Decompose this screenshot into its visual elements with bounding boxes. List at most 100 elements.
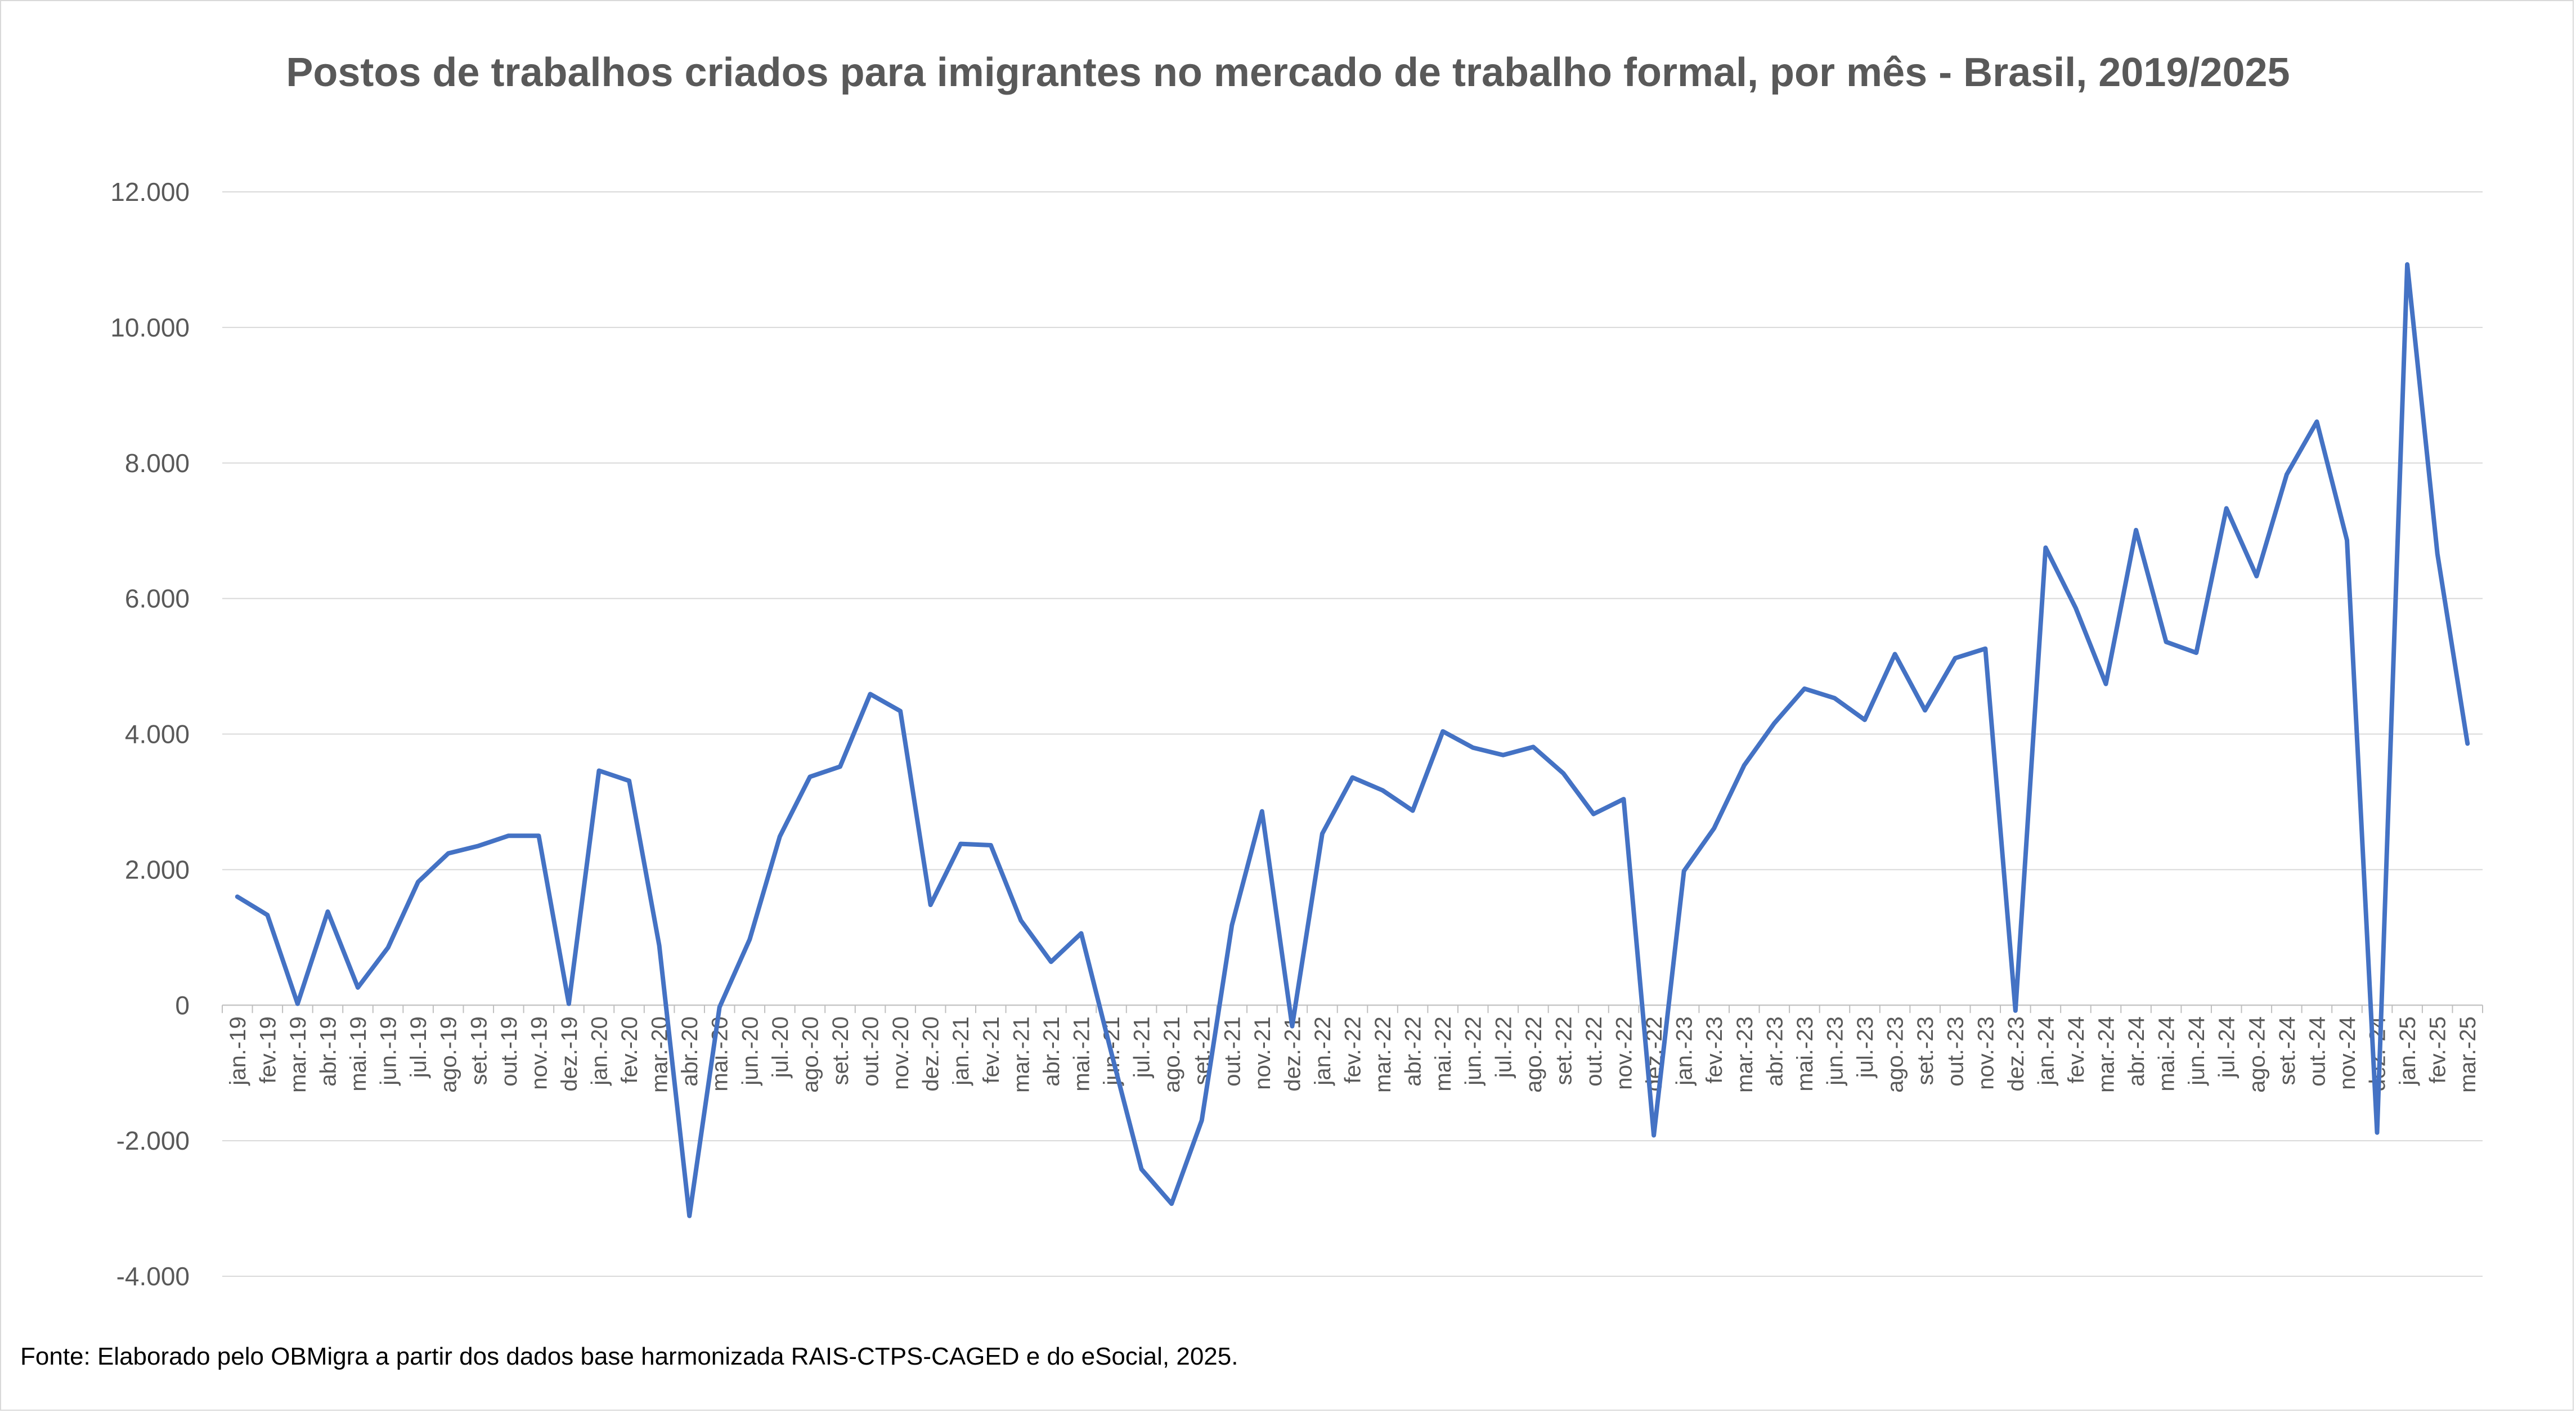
x-tick-label: nov.-21 bbox=[1250, 1016, 1275, 1089]
data-point bbox=[1895, 653, 1896, 654]
data-point bbox=[1291, 1026, 1293, 1027]
data-point bbox=[689, 1215, 690, 1217]
x-tick-label: ago.-21 bbox=[1160, 1016, 1184, 1093]
x-tick-label: mar.-22 bbox=[1371, 1016, 1395, 1093]
x-tick-label: jul.-20 bbox=[768, 1016, 793, 1078]
data-point bbox=[1985, 648, 1986, 649]
data-point bbox=[1955, 658, 1956, 659]
x-tick-label: set.-22 bbox=[1551, 1016, 1576, 1085]
data-point bbox=[1352, 777, 1353, 778]
y-tick-label: -4.000 bbox=[116, 1262, 190, 1291]
data-point bbox=[1774, 723, 1775, 724]
x-tick-label: out.-19 bbox=[497, 1016, 522, 1087]
data-point bbox=[1051, 961, 1052, 962]
x-axis bbox=[222, 1004, 2483, 1013]
data-point bbox=[990, 845, 991, 846]
x-tick-label: set.-19 bbox=[466, 1016, 491, 1085]
series-layer bbox=[235, 262, 2470, 1218]
x-tick-label: set.-24 bbox=[2275, 1016, 2300, 1085]
x-tick-label: jun.-22 bbox=[1461, 1016, 1486, 1085]
x-tick-label: ago.-19 bbox=[437, 1016, 461, 1093]
data-point bbox=[1080, 933, 1081, 934]
x-tick-label: jan.-19 bbox=[226, 1016, 250, 1085]
data-point bbox=[2407, 264, 2408, 265]
x-tick-label: mai.-21 bbox=[1069, 1016, 1094, 1091]
data-point bbox=[297, 1003, 298, 1004]
y-tick-label: 10.000 bbox=[110, 313, 190, 342]
x-tick-label: jun.-19 bbox=[376, 1016, 401, 1085]
x-tick-label: fev.-25 bbox=[2426, 1016, 2451, 1083]
data-point bbox=[1502, 755, 1504, 756]
data-point bbox=[2196, 652, 2197, 653]
x-tick-label: out.-22 bbox=[1582, 1016, 1606, 1087]
data-point bbox=[719, 1007, 720, 1008]
x-tick-label: abr.-19 bbox=[316, 1016, 340, 1087]
data-point bbox=[1322, 833, 1323, 835]
x-tick-label: abr.-24 bbox=[2124, 1016, 2149, 1087]
data-point bbox=[900, 711, 901, 712]
data-point bbox=[1804, 688, 1805, 689]
x-tick-label: fev.-21 bbox=[979, 1016, 1004, 1083]
x-tick-label: out.-20 bbox=[859, 1016, 883, 1087]
data-point bbox=[448, 853, 449, 854]
x-tick-label: ago.-22 bbox=[1522, 1016, 1546, 1093]
data-point bbox=[267, 914, 268, 916]
x-tick-label: ago.-23 bbox=[1883, 1016, 1908, 1093]
data-point bbox=[2045, 547, 2046, 548]
data-point bbox=[237, 896, 238, 898]
data-point bbox=[1262, 811, 1263, 812]
x-tick-label: dez.-20 bbox=[919, 1016, 944, 1091]
x-tick-label: mar.-21 bbox=[1009, 1016, 1034, 1093]
data-point bbox=[1382, 790, 1383, 791]
x-tick-label: dez.-19 bbox=[557, 1016, 582, 1091]
data-point bbox=[2015, 1010, 2016, 1011]
x-tick-label: mai.-23 bbox=[1793, 1016, 1817, 1091]
data-point bbox=[1171, 1203, 1172, 1204]
x-tick-label: jan.-22 bbox=[1311, 1016, 1335, 1085]
x-tick-label: abr.-22 bbox=[1401, 1016, 1426, 1087]
line-chart: 12.000 10.000 8.000 6.000 4.000 2.000 0 -2.000 -… bbox=[110, 177, 2483, 1291]
data-point bbox=[2075, 607, 2076, 608]
data-point bbox=[2377, 1132, 2378, 1133]
y-tick-label: 12.000 bbox=[110, 177, 190, 207]
x-tick-label: mar.-25 bbox=[2456, 1016, 2480, 1093]
data-point bbox=[840, 766, 841, 767]
y-tick-label: -2.000 bbox=[116, 1126, 190, 1155]
source-note: Fonte: Elaborado pelo OBMigra a partir d… bbox=[20, 1343, 1238, 1370]
chart-title: Postos de trabalhos criados para imigran… bbox=[286, 50, 2290, 95]
x-tick-label: out.-21 bbox=[1220, 1016, 1245, 1087]
data-point bbox=[2437, 553, 2438, 554]
x-tick-label: jul.-23 bbox=[1853, 1016, 1878, 1078]
data-point bbox=[2467, 743, 2468, 744]
data-point bbox=[2135, 530, 2137, 531]
x-tick-label: out.-23 bbox=[1944, 1016, 1968, 1087]
data-point bbox=[2106, 683, 2107, 684]
x-tick-label: fev.-23 bbox=[1702, 1016, 1727, 1083]
x-tick-label: jan.-20 bbox=[587, 1016, 612, 1085]
x-tick-label: nov.-23 bbox=[1973, 1016, 1998, 1089]
x-tick-label: jun.-20 bbox=[738, 1016, 762, 1085]
data-point bbox=[2286, 474, 2287, 475]
data-point bbox=[960, 844, 961, 845]
x-tick-label: nov.-19 bbox=[527, 1016, 551, 1089]
data-point bbox=[1141, 1169, 1142, 1170]
x-tick-label: abr.-21 bbox=[1039, 1016, 1064, 1087]
data-point bbox=[1563, 773, 1564, 774]
y-axis-ticks: 12.000 10.000 8.000 6.000 4.000 2.000 0 -2.000 -… bbox=[110, 177, 190, 1291]
y-tick-label: 6.000 bbox=[125, 584, 190, 613]
x-tick-label: fev.-20 bbox=[617, 1016, 642, 1083]
data-point bbox=[1473, 747, 1474, 748]
x-tick-label: dez.-23 bbox=[2004, 1016, 2029, 1091]
data-point bbox=[538, 835, 539, 836]
data-point bbox=[870, 693, 871, 694]
x-tick-label: jul.-19 bbox=[406, 1016, 431, 1078]
x-tick-label: nov.-24 bbox=[2335, 1016, 2360, 1089]
x-tick-label: nov.-20 bbox=[888, 1016, 913, 1089]
data-point bbox=[1442, 731, 1443, 732]
data-point bbox=[1744, 765, 1745, 766]
x-tick-label: nov.-22 bbox=[1612, 1016, 1637, 1089]
data-point bbox=[1924, 710, 1926, 711]
x-tick-label: fev.-22 bbox=[1341, 1016, 1366, 1083]
data-point bbox=[2166, 642, 2167, 643]
